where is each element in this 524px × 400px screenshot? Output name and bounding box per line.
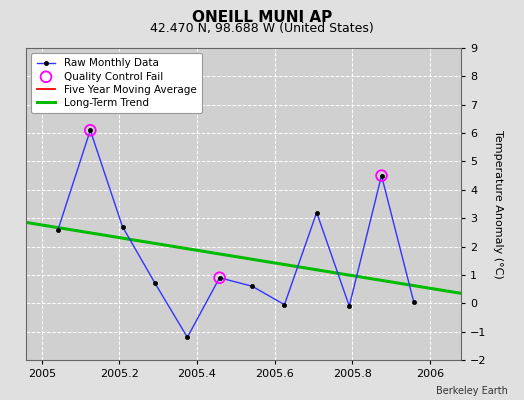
Line: Raw Monthly Data: Raw Monthly Data xyxy=(56,128,416,339)
Quality Control Fail xyxy=(86,127,94,134)
Raw Monthly Data xyxy=(55,227,61,232)
Raw Monthly Data xyxy=(119,224,126,229)
Quality Control Fail xyxy=(215,274,224,281)
Text: 42.470 N, 98.688 W (United States): 42.470 N, 98.688 W (United States) xyxy=(150,22,374,35)
Raw Monthly Data xyxy=(346,304,353,308)
Raw Monthly Data xyxy=(378,173,385,178)
Raw Monthly Data xyxy=(184,335,191,340)
Quality Control Fail xyxy=(377,172,386,179)
Raw Monthly Data xyxy=(152,281,158,286)
Text: Berkeley Earth: Berkeley Earth xyxy=(436,386,508,396)
Raw Monthly Data xyxy=(87,128,93,133)
Legend: Raw Monthly Data, Quality Control Fail, Five Year Moving Average, Long-Term Tren: Raw Monthly Data, Quality Control Fail, … xyxy=(31,53,202,113)
Text: ONEILL MUNI AP: ONEILL MUNI AP xyxy=(192,10,332,25)
Raw Monthly Data xyxy=(216,275,223,280)
Raw Monthly Data xyxy=(411,300,417,304)
Raw Monthly Data xyxy=(249,284,255,289)
Raw Monthly Data xyxy=(313,210,320,215)
Y-axis label: Temperature Anomaly (°C): Temperature Anomaly (°C) xyxy=(493,130,504,278)
Raw Monthly Data xyxy=(281,302,288,307)
